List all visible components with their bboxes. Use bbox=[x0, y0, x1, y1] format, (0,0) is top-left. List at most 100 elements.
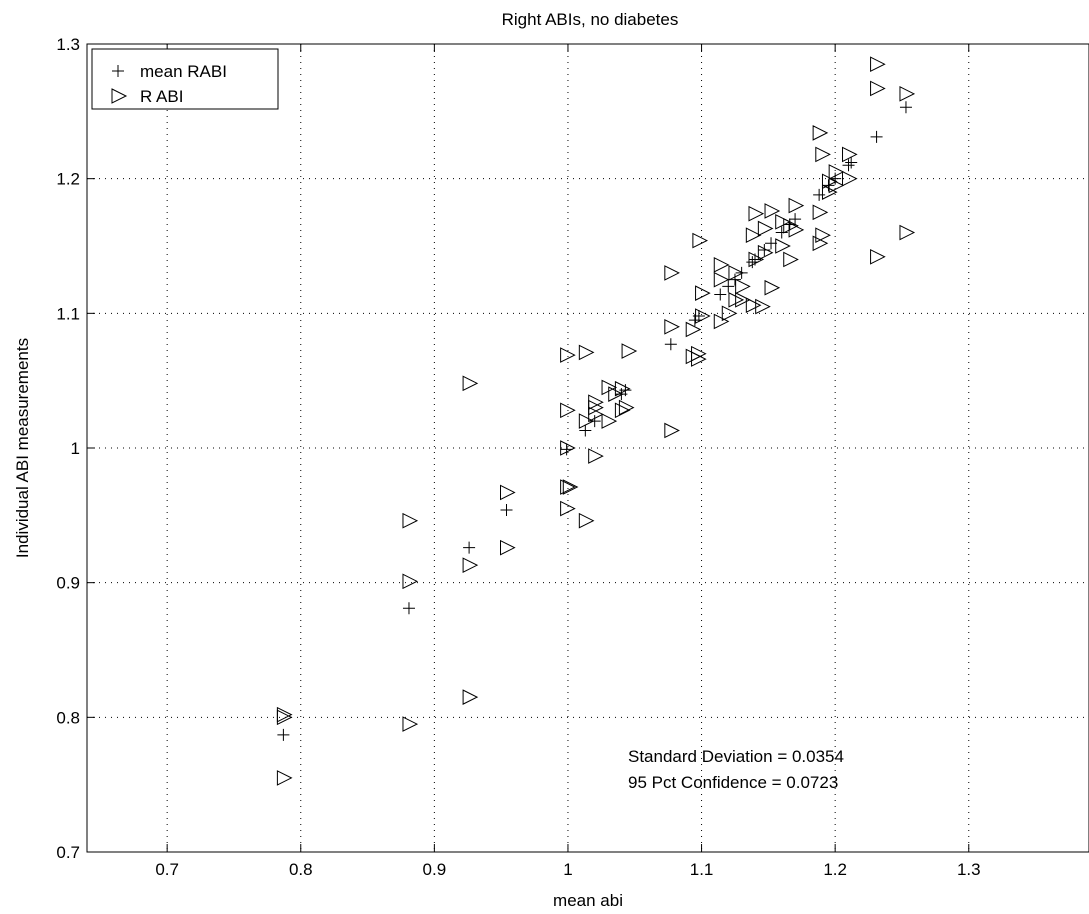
mean-rabi-point bbox=[899, 101, 912, 114]
mean-rabi-point bbox=[402, 602, 415, 615]
r-abi-point bbox=[899, 224, 916, 241]
r-abi-point bbox=[783, 217, 799, 234]
r-abi-point bbox=[788, 222, 805, 238]
r-abi-point bbox=[695, 308, 711, 324]
r-abi-point bbox=[588, 406, 604, 423]
r-abi-point bbox=[402, 512, 419, 529]
legend-label-r-abi: R ABI bbox=[140, 87, 183, 106]
mean-rabi-point bbox=[783, 218, 796, 231]
chart-title: Right ABIs, no diabetes bbox=[502, 10, 679, 29]
y-tick-label: 1.3 bbox=[56, 35, 80, 54]
x-tick-label: 0.7 bbox=[155, 860, 179, 879]
r-abi-point bbox=[713, 257, 730, 273]
mean-rabi-point bbox=[789, 213, 802, 226]
r-abi-point bbox=[664, 422, 680, 439]
mean-rabi-point bbox=[813, 188, 826, 201]
r-abi-point bbox=[685, 348, 702, 365]
legend-box bbox=[91, 48, 279, 110]
r-abi-point bbox=[815, 146, 831, 163]
r-abi-point bbox=[500, 484, 516, 501]
mean-rabi-point bbox=[870, 130, 883, 143]
y-tick-label: 1.2 bbox=[56, 170, 80, 189]
r-abi-point bbox=[735, 292, 751, 308]
legend-triangle-icon bbox=[111, 88, 128, 104]
r-abi-point bbox=[745, 297, 762, 314]
r-abi-point bbox=[870, 248, 886, 265]
y-tick-label: 0.9 bbox=[56, 574, 80, 593]
r-abi-point bbox=[721, 305, 738, 322]
mean-rabi-point bbox=[463, 541, 476, 554]
r-abi-point bbox=[560, 440, 576, 456]
r-abi-point bbox=[755, 298, 771, 315]
r-abi-point bbox=[812, 204, 829, 221]
legend-label-mean-rabi: mean RABI bbox=[140, 62, 227, 81]
mean-rabi-point bbox=[845, 156, 858, 169]
mean-rabi-point bbox=[842, 159, 855, 172]
r-abi-point bbox=[664, 265, 680, 281]
r-abi-point bbox=[692, 232, 709, 249]
r-abi-point bbox=[812, 235, 829, 252]
mean-rabi-point bbox=[579, 424, 592, 437]
r-abi-point bbox=[276, 770, 293, 786]
mean-rabi-point bbox=[775, 226, 788, 239]
r-abi-point bbox=[614, 402, 631, 419]
mean-rabi-point bbox=[765, 237, 778, 250]
r-abi-point bbox=[735, 278, 751, 295]
r-abi-point bbox=[728, 265, 745, 281]
r-abi-point bbox=[695, 285, 711, 301]
mean-rabi-point bbox=[728, 273, 741, 286]
r-abi-point bbox=[812, 125, 829, 141]
r-abi-point bbox=[764, 203, 781, 219]
r-abi-point bbox=[618, 399, 635, 416]
r-abi-point bbox=[828, 164, 845, 180]
mean-rabi-point bbox=[277, 728, 290, 741]
mean-rabi-point bbox=[664, 338, 677, 351]
x-axis-label: mean abi bbox=[553, 891, 623, 910]
r-abi-point bbox=[562, 479, 579, 495]
r-abi-point bbox=[757, 220, 774, 237]
r-abi-point bbox=[745, 227, 762, 244]
r-abi-point bbox=[691, 351, 707, 367]
r-abi-point bbox=[462, 375, 479, 392]
r-abi-point bbox=[560, 479, 576, 495]
r-abi-point bbox=[588, 399, 604, 416]
x-tick-label: 1.1 bbox=[690, 860, 714, 879]
mean-rabi-point bbox=[722, 280, 735, 293]
annotation-confidence: 95 Pct Confidence = 0.0723 bbox=[628, 773, 838, 792]
y-axis-label: Individual ABI measurements bbox=[13, 338, 32, 558]
mean-rabi-point bbox=[735, 266, 748, 279]
r-abi-point bbox=[685, 321, 702, 338]
r-abi-point bbox=[578, 344, 595, 361]
r-abi-point bbox=[588, 394, 604, 411]
y-tick-label: 1.1 bbox=[56, 304, 80, 323]
r-abi-point bbox=[601, 413, 618, 429]
r-abi-point bbox=[276, 706, 293, 723]
x-tick-label: 1.2 bbox=[823, 860, 847, 879]
r-abi-point bbox=[713, 313, 730, 330]
r-abi-point bbox=[560, 402, 576, 419]
r-abi-point bbox=[578, 413, 595, 429]
r-abi-point bbox=[578, 512, 595, 529]
mean-rabi-point bbox=[746, 256, 759, 269]
legend: mean RABI R ABI bbox=[91, 48, 279, 110]
r-abi-point bbox=[664, 318, 680, 335]
y-tick-label: 0.7 bbox=[56, 843, 80, 862]
r-abi-point bbox=[870, 56, 886, 73]
mean-rabi-point bbox=[619, 384, 632, 397]
r-abi-point bbox=[500, 539, 516, 556]
x-tick-label: 0.9 bbox=[423, 860, 447, 879]
r-abi-point bbox=[402, 573, 419, 590]
mean-rabi-point bbox=[500, 503, 513, 516]
r-abi-point bbox=[748, 205, 765, 222]
r-abi-point bbox=[788, 197, 805, 214]
grid-lines bbox=[87, 44, 1089, 852]
x-tick-label: 0.8 bbox=[289, 860, 313, 879]
r-abi-point bbox=[462, 689, 479, 705]
r-abi-point bbox=[691, 345, 707, 362]
r-abi-point bbox=[842, 146, 858, 163]
r-abi-point bbox=[783, 251, 799, 268]
r-abi-point bbox=[899, 86, 916, 102]
r-abi-point bbox=[621, 343, 638, 359]
r-abi-point bbox=[713, 271, 730, 288]
